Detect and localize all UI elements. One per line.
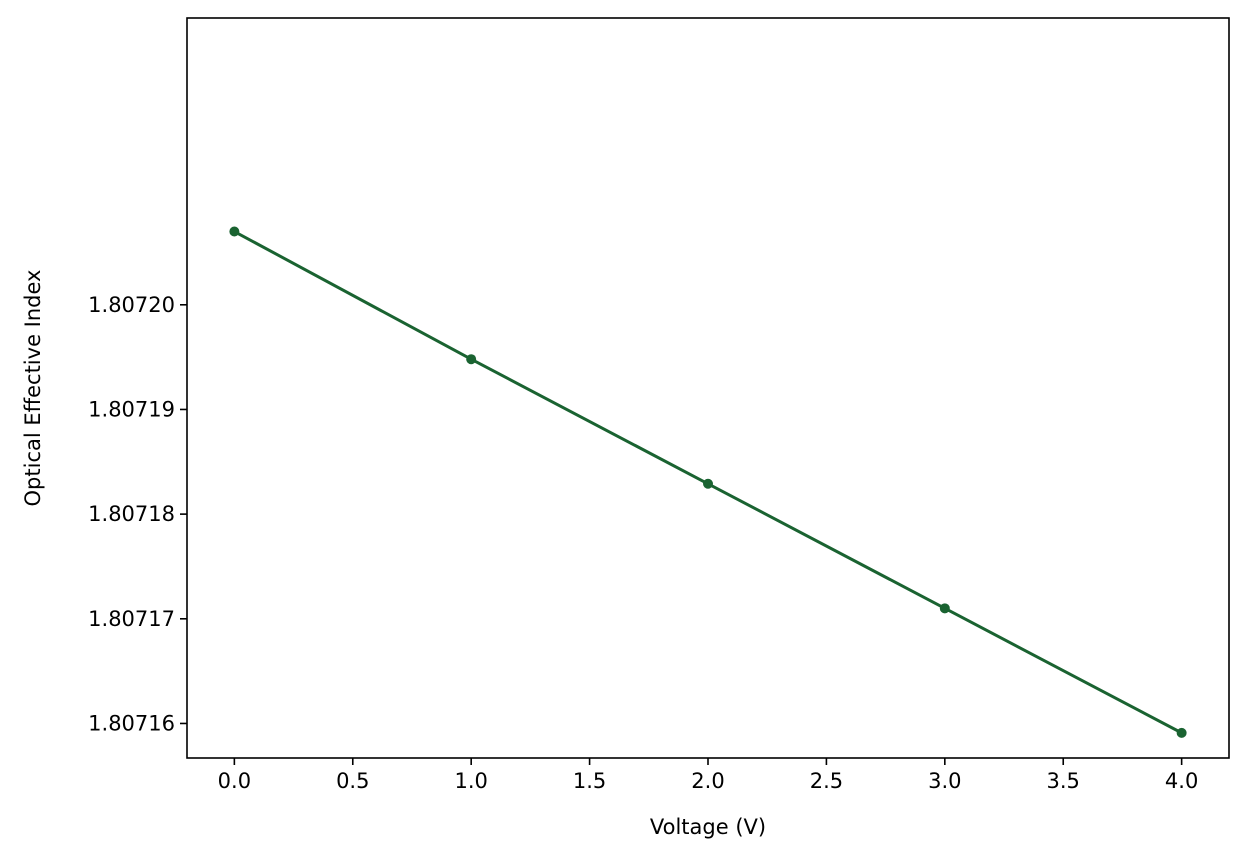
data-point xyxy=(1176,727,1187,738)
x-tick-label: 0.5 xyxy=(336,769,369,793)
x-tick-label: 1.5 xyxy=(573,769,606,793)
y-tick-label: 1.80720 xyxy=(88,293,175,317)
x-tick-label: 2.0 xyxy=(691,769,724,793)
plot-marks xyxy=(229,226,1187,738)
data-point xyxy=(229,226,240,237)
y-tick-label: 1.80718 xyxy=(88,502,175,526)
data-point xyxy=(939,603,950,614)
x-tick-label: 3.5 xyxy=(1047,769,1080,793)
y-tick-label: 1.80719 xyxy=(88,397,175,421)
data-point xyxy=(703,478,713,489)
x-axis-label: Voltage (V) xyxy=(650,815,766,839)
x-tick-label: 1.0 xyxy=(454,769,487,793)
x-tick-label: 4.0 xyxy=(1165,769,1198,793)
x-tick-label: 3.0 xyxy=(928,769,961,793)
y-axis-label: Optical Effective Index xyxy=(21,270,45,507)
y-axis-ticks: 1.80716 1.80717 1.80718 1.80719 1.80720 xyxy=(88,293,187,735)
y-tick-label: 1.80717 xyxy=(88,607,175,631)
x-axis-ticks: 0.0 0.5 1.0 1.5 2.0 2.5 3.0 3.5 4.0 xyxy=(218,758,1198,793)
x-tick-label: 2.5 xyxy=(810,769,843,793)
y-tick-label: 1.80716 xyxy=(88,711,175,735)
x-tick-label: 0.0 xyxy=(218,769,251,793)
data-point xyxy=(466,354,477,365)
